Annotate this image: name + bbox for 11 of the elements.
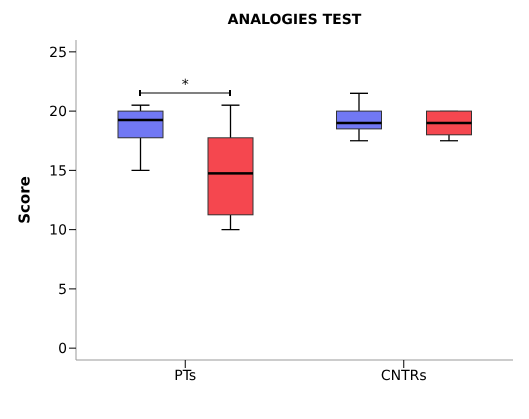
y-tick-label: 15 <box>49 163 67 180</box>
y-tick-label: 5 <box>58 282 67 298</box>
x-tick-label: PTs <box>174 368 196 384</box>
y-tick-label: 20 <box>49 104 67 120</box>
annotation: * <box>180 77 190 94</box>
y-axis-title: Score <box>15 176 34 224</box>
y-tick-label: 0 <box>58 341 67 358</box>
chart-title: ANALOGIES TEST <box>226 12 362 28</box>
x-tick-label: CNTRs <box>380 368 427 384</box>
y-tick-label: 10 <box>49 222 67 239</box>
y-tick-label: 25 <box>49 44 67 61</box>
